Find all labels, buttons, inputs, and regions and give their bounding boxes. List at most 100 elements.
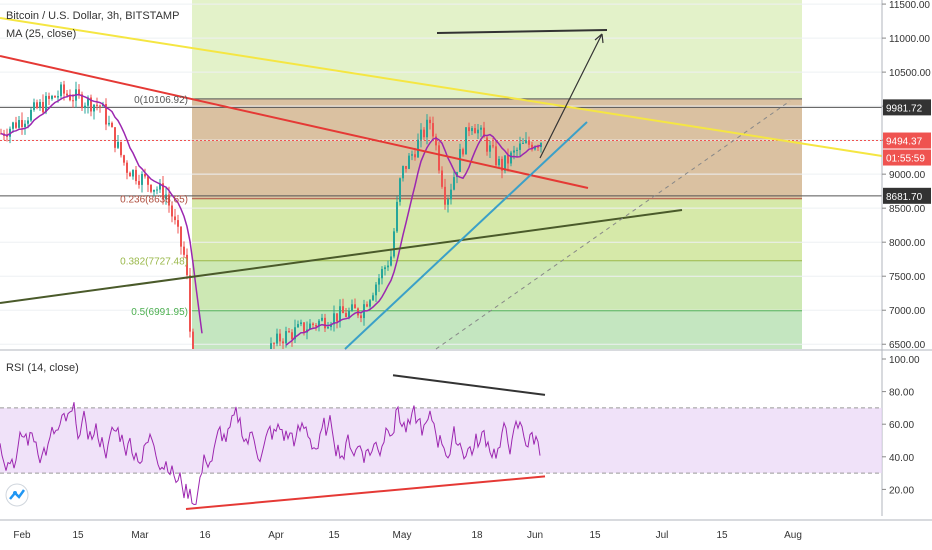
- candle-body: [462, 149, 464, 155]
- candle-body: [492, 145, 494, 147]
- candle-body: [399, 178, 401, 202]
- candle-body: [318, 320, 320, 327]
- tradingview-logo-icon[interactable]: [5, 483, 29, 507]
- candle-body: [114, 127, 116, 148]
- candle-body: [132, 169, 134, 177]
- candle-body: [333, 313, 335, 325]
- candle-body: [159, 183, 161, 190]
- candle-body: [138, 181, 140, 185]
- candle-body: [396, 201, 398, 232]
- price-tick-label: 7000.00: [889, 306, 926, 317]
- candle-body: [507, 155, 509, 164]
- candle-body: [300, 322, 302, 325]
- candle-body: [504, 155, 506, 171]
- time-tick-label: 15: [328, 530, 340, 541]
- candle-body: [321, 317, 323, 321]
- candle-body: [330, 324, 332, 328]
- candle-body: [177, 220, 179, 227]
- candle-body: [537, 146, 539, 148]
- rsi-tick-label: 100.00: [889, 355, 920, 366]
- time-tick-label: Jul: [656, 530, 669, 541]
- candle-body: [183, 246, 185, 255]
- candle-body: [6, 135, 8, 137]
- candle-body: [360, 315, 362, 319]
- candle-body: [387, 265, 389, 268]
- candle-body: [120, 141, 122, 156]
- fib-zone-0382-05: [192, 260, 802, 311]
- candle-body: [135, 169, 137, 182]
- candle-body: [81, 94, 83, 109]
- candle-body: [525, 140, 527, 143]
- candle-body: [189, 275, 191, 332]
- candle-body: [450, 189, 452, 200]
- trend-line-dashed: [435, 100, 791, 350]
- candle-body: [528, 140, 530, 145]
- price-grid: [0, 3, 882, 345]
- candle-body: [354, 304, 356, 309]
- candle-body: [453, 177, 455, 190]
- price-tag-bg: [883, 132, 931, 149]
- price-tag-label: 8681.70: [886, 192, 923, 203]
- candle-body: [291, 332, 293, 340]
- fib-zone-0236-0382: [192, 198, 802, 261]
- candle-body: [15, 122, 17, 128]
- price-tag-label: 9981.72: [886, 103, 923, 114]
- candle-body: [69, 95, 71, 101]
- candle-body: [315, 325, 317, 327]
- candle-body: [12, 122, 14, 129]
- rsi-tick-label: 80.00: [889, 388, 914, 399]
- candle-body: [513, 150, 515, 153]
- ma-legend[interactable]: MA (25, close): [6, 28, 77, 40]
- price-axis: 11500.0011000.0010500.0010000.009500.009…: [881, 0, 931, 516]
- candle-body: [51, 95, 53, 99]
- candle-body: [414, 154, 416, 158]
- candle-body: [342, 306, 344, 314]
- candle-body: [105, 104, 107, 125]
- rsi-panel: [0, 374, 882, 510]
- fib-label: 0.5(6991.95): [131, 307, 188, 318]
- rsi-legend[interactable]: RSI (14, close): [6, 362, 79, 374]
- price-tick-label: 8000.00: [889, 238, 926, 249]
- candle-body: [129, 172, 131, 177]
- candle-body: [39, 101, 41, 109]
- candle-body: [390, 256, 392, 266]
- symbol-legend[interactable]: Bitcoin / U.S. Dollar, 3h, BITSTAMP: [6, 10, 180, 22]
- candle-body: [156, 189, 158, 191]
- candle-body: [165, 194, 167, 200]
- candle-body: [60, 84, 62, 97]
- candle-body: [186, 254, 188, 276]
- candle-body: [279, 333, 281, 342]
- candle-body: [285, 331, 287, 344]
- time-tick-label: 15: [72, 530, 84, 541]
- candle-body: [438, 145, 440, 171]
- time-tick-label: 16: [199, 530, 211, 541]
- candle-body: [150, 184, 152, 192]
- price-tag-label: 9494.37: [886, 137, 923, 148]
- candle-body: [42, 101, 44, 113]
- price-tick-label: 11000.00: [889, 34, 930, 45]
- price-tick-label: 8500.00: [889, 204, 926, 215]
- trend-lines: [0, 17, 883, 350]
- candle-body: [54, 95, 56, 98]
- time-tick-label: Aug: [784, 530, 802, 541]
- candle-body: [168, 194, 170, 206]
- fib-label: 0(10106.92): [134, 95, 188, 106]
- candle-body: [30, 109, 32, 121]
- candle-body: [108, 122, 110, 125]
- candle-body: [33, 102, 35, 110]
- candle-body: [99, 105, 101, 107]
- candle-body: [426, 119, 428, 138]
- candle-body: [405, 165, 407, 169]
- candle-body: [516, 149, 518, 151]
- candle-body: [369, 300, 371, 307]
- rsi-tick-label: 20.00: [889, 485, 914, 496]
- rsi-trend-top: [392, 374, 546, 396]
- candle-body: [465, 127, 467, 155]
- candle-body: [96, 104, 98, 106]
- rsi-tick-label: 40.00: [889, 453, 914, 464]
- rsi-axis: 100.00 80.00 60.00 40.00 20.00: [882, 355, 920, 496]
- candle-body: [324, 317, 326, 329]
- price-tag-bg: [883, 99, 931, 116]
- candle-body: [336, 313, 338, 322]
